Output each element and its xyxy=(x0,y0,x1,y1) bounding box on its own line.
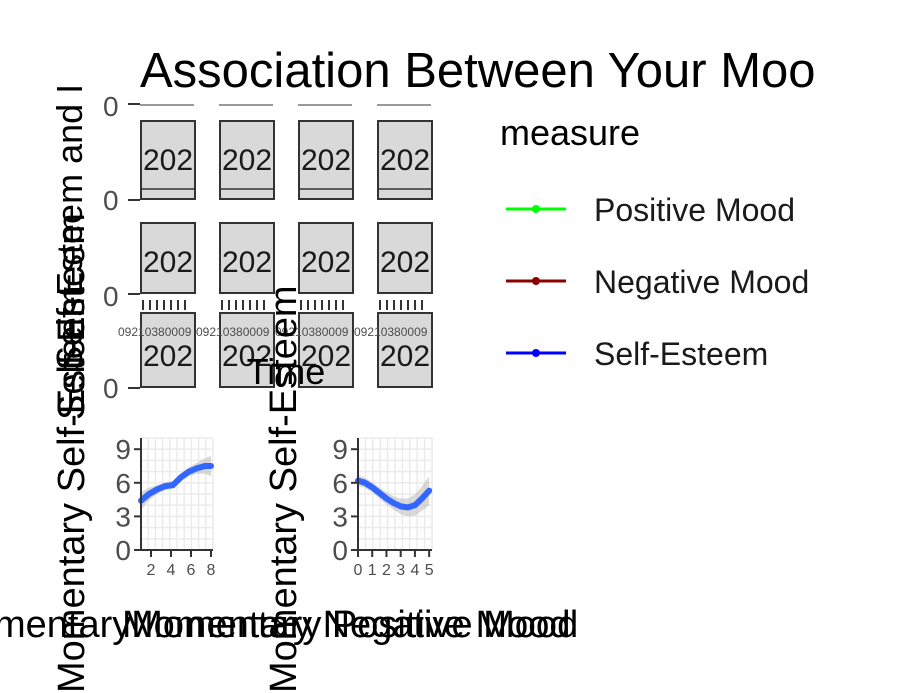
facet-strip xyxy=(298,312,354,388)
y-tick-label: 6 xyxy=(332,468,348,499)
time-tick-labels: 09210380009 xyxy=(275,325,349,339)
facet-strip xyxy=(219,120,275,200)
facet-strip-label: 202 xyxy=(143,246,193,279)
facet-strip-label: 202 xyxy=(380,144,430,177)
time-tick-labels: 09210380009 xyxy=(118,325,192,339)
y-axis-title-left-overlap: Self-Esteem xyxy=(51,213,93,420)
x-tick-label: 2 xyxy=(382,562,391,579)
facet-strip xyxy=(140,120,196,200)
x-tick-label: 4 xyxy=(167,562,176,579)
y-axis-title-top: Self-Esteem and I xyxy=(49,84,90,370)
facet-strip xyxy=(377,312,433,388)
y-tick-label: 3 xyxy=(332,501,348,532)
facet-y-tick: 0 xyxy=(103,91,119,122)
y-tick-label: 9 xyxy=(332,434,348,465)
x-tick-label: 3 xyxy=(396,562,405,579)
facet-strip xyxy=(219,312,275,388)
y-axis-title-left: Momentary Self-Esteem xyxy=(51,285,93,693)
facet-strip-label: 202 xyxy=(380,340,430,373)
facet-strip xyxy=(140,312,196,388)
legend-label: Positive Mood xyxy=(594,192,795,228)
facet-strip-label: 202 xyxy=(143,144,193,177)
y-tick-label: 0 xyxy=(332,535,348,566)
legend-label: Self-Esteem xyxy=(594,336,768,372)
x-tick-label: 5 xyxy=(425,562,434,579)
x-tick-label: 8 xyxy=(207,562,216,579)
x-tick-label: 1 xyxy=(368,562,377,579)
legend: measure Positive Mood Negative Mood Self… xyxy=(500,112,809,372)
legend-label: Negative Mood xyxy=(594,264,809,300)
facet-strip-label: 202 xyxy=(222,340,272,373)
facet-strip xyxy=(140,222,196,294)
x-tick-label: 0 xyxy=(354,562,363,579)
y-tick-label: 0 xyxy=(115,535,131,566)
facet-strip xyxy=(377,120,433,200)
figure-title: Association Between Your Moo xyxy=(140,44,816,98)
y-axis-title-right: Momentary Self-Esteem xyxy=(263,285,305,693)
y-tick-label: 6 xyxy=(115,468,131,499)
legend-title: measure xyxy=(500,112,640,153)
facet-strip xyxy=(298,120,354,200)
x-tick-label: 2 xyxy=(147,562,156,579)
smooth-line-positive-mood xyxy=(138,463,214,504)
facet-strip-label: 202 xyxy=(380,246,430,279)
legend-key-point xyxy=(532,277,540,285)
legend-key-point xyxy=(532,205,540,213)
facet-strip xyxy=(298,222,354,294)
legend-item-positive-mood: Positive Mood xyxy=(506,192,795,228)
x-axis-title-negative: Momentary Negative Mood xyxy=(122,604,578,646)
y-tick-label: 9 xyxy=(115,434,131,465)
facet-strip xyxy=(219,222,275,294)
facet-grid: 202 202 202 202 202 202 202 202 202 202 … xyxy=(103,91,433,404)
facet-strip-label: 202 xyxy=(301,246,351,279)
x-axis-title-positive: mentaryMomentary Positive Mood xyxy=(0,604,571,646)
legend-item-self-esteem: Self-Esteem xyxy=(506,336,768,372)
time-tick-labels: 09210380009 xyxy=(196,325,270,339)
y-tick-label: 3 xyxy=(115,501,131,532)
time-tick-marks xyxy=(142,300,423,310)
legend-item-negative-mood: Negative Mood xyxy=(506,264,809,300)
facet-strip-label: 202 xyxy=(301,144,351,177)
facet-strip-label: 202 xyxy=(222,246,272,279)
facet-y-tick: 0 xyxy=(103,373,119,404)
smooth-line-negative-mood xyxy=(355,477,433,511)
facet-y-tick: 0 xyxy=(103,281,119,312)
facet-strip-label: 202 xyxy=(301,340,351,373)
facet-y-tick: 0 xyxy=(103,185,119,216)
facet-strip-label: 202 xyxy=(222,144,272,177)
time-axis-ticks: 09210380009 09210380009 09210380009 0921… xyxy=(118,300,428,339)
facet-strip xyxy=(377,222,433,294)
time-axis-title: Time xyxy=(247,351,326,392)
time-tick-labels: 09210380009 xyxy=(354,325,428,339)
facet-strip-label: 202 xyxy=(143,340,193,373)
x-tick-label: 6 xyxy=(187,562,196,579)
x-tick-label: 4 xyxy=(410,562,419,579)
legend-key-point xyxy=(532,349,540,357)
